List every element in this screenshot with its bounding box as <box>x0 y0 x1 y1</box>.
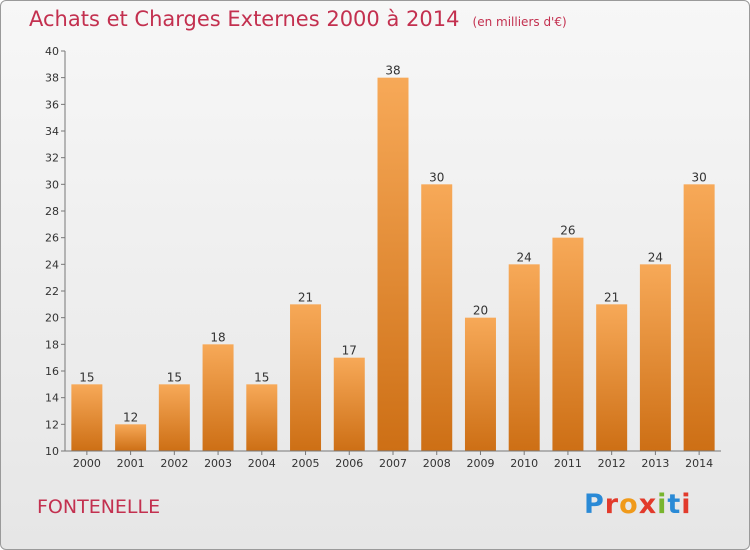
x-tick-label-2002: 2002 <box>160 457 188 470</box>
x-axis: 2000 2001 2002 2003 2004 2005 2006 2007 2008 2009… <box>65 450 721 470</box>
data-label-2005: 21 <box>298 290 313 304</box>
place-name: FONTENELLE <box>37 496 161 518</box>
x-tick-label-2011: 2011 <box>554 457 582 470</box>
y-tick-label: 38 <box>45 72 59 85</box>
data-label-2002: 15 <box>167 370 182 384</box>
y-tick-label: 22 <box>45 285 59 298</box>
x-tick-label-2008: 2008 <box>423 457 451 470</box>
bar-2006 <box>333 357 365 451</box>
y-tick-label: 10 <box>45 445 59 458</box>
data-label-2013: 24 <box>648 250 663 264</box>
x-tick-label-2012: 2012 <box>598 457 626 470</box>
y-tick-label: 30 <box>45 178 59 191</box>
y-tick-label: 24 <box>45 258 59 271</box>
proxiti-logo: Proxiti <box>584 489 692 520</box>
y-tick-label: 26 <box>45 232 59 245</box>
y-tick-label: 40 <box>45 45 59 58</box>
bar-2001 <box>115 424 147 451</box>
data-label-2006: 17 <box>342 344 357 358</box>
data-label-2010: 24 <box>517 250 532 264</box>
x-tick-label-2003: 2003 <box>204 457 232 470</box>
data-label-2007: 38 <box>385 64 400 78</box>
y-tick-label: 28 <box>45 205 59 218</box>
data-label-2009: 20 <box>473 304 488 318</box>
x-tick-label-2010: 2010 <box>510 457 538 470</box>
x-tick-label-2004: 2004 <box>248 457 276 470</box>
y-tick-label: 14 <box>45 392 59 405</box>
chart-unit-note: (en milliers d'€) <box>472 15 567 29</box>
x-tick-label-2001: 2001 <box>117 457 145 470</box>
chart-title: Achats et Charges Externes 2000 à 2014 <box>29 7 460 31</box>
bar-2005 <box>290 304 322 451</box>
x-tick-label-2013: 2013 <box>641 457 669 470</box>
data-label-2003: 18 <box>210 330 225 344</box>
bar-2002 <box>158 384 190 451</box>
bar-2012 <box>596 304 628 451</box>
y-tick-label: 18 <box>45 338 59 351</box>
bar-2008 <box>421 184 453 452</box>
chart-title-row: Achats et Charges Externes 2000 à 2014 (… <box>29 7 567 31</box>
bar-2007 <box>377 77 409 452</box>
bar-2009 <box>464 317 496 451</box>
bar-2010 <box>508 264 540 451</box>
data-label-2014: 30 <box>691 170 706 184</box>
bar-2013 <box>639 264 671 451</box>
x-tick-label-2000: 2000 <box>73 457 101 470</box>
bar-2003 <box>202 344 234 451</box>
y-tick-label: 16 <box>45 365 59 378</box>
data-label-2008: 30 <box>429 170 444 184</box>
y-tick-label: 20 <box>45 312 59 325</box>
bar-2000 <box>71 384 103 451</box>
x-tick-label-2006: 2006 <box>335 457 363 470</box>
bar-2011 <box>552 237 584 451</box>
data-label-2004: 15 <box>254 370 269 384</box>
x-tick-label-2005: 2005 <box>292 457 320 470</box>
x-tick-label-2009: 2009 <box>466 457 494 470</box>
data-label-2000: 15 <box>79 370 94 384</box>
y-tick-label: 36 <box>45 98 59 111</box>
y-tick-label: 12 <box>45 418 59 431</box>
bar-2004 <box>246 384 278 451</box>
data-label-2012: 21 <box>604 290 619 304</box>
data-label-2011: 26 <box>560 224 575 238</box>
bar-2014 <box>683 184 715 452</box>
x-tick-label-2014: 2014 <box>685 457 713 470</box>
bars: 15 12 15 18 15 21 17 38 30 20 24 26 21 24 30 <box>71 64 715 452</box>
data-label-2001: 12 <box>123 410 138 424</box>
y-tick-label: 32 <box>45 152 59 165</box>
y-tick-label: 34 <box>45 125 59 138</box>
x-tick-label-2007: 2007 <box>379 457 407 470</box>
y-axis: 10 12 14 16 18 20 22 24 26 28 30 32 34 36 38 40 <box>45 45 66 458</box>
